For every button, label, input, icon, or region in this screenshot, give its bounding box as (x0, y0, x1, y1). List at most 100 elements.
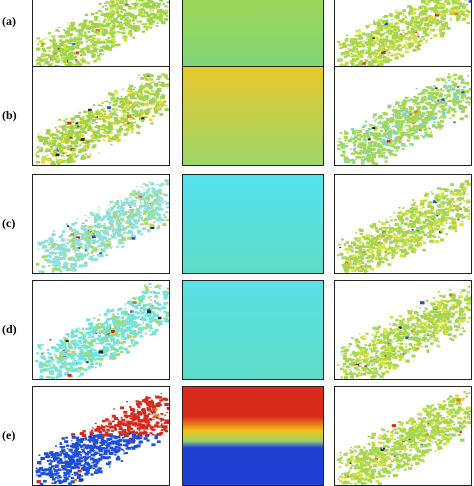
map-pixel-cluster (37, 136, 41, 139)
map-pixel-cluster (383, 125, 385, 127)
interpolated-surface (183, 175, 323, 273)
map-pixel-cluster (378, 256, 380, 257)
map-pixel-cluster (150, 12, 154, 15)
map-pixel-cluster (439, 233, 441, 234)
map-pixel-cluster (358, 150, 360, 151)
map-pixel-cluster (437, 200, 439, 202)
map-pixel-cluster (453, 111, 456, 113)
map-pixel-cluster (350, 53, 352, 55)
map-pixel-cluster (408, 252, 410, 254)
map-pixel-cluster (451, 193, 456, 196)
map-pixel-cluster (91, 252, 94, 254)
map-pixel-cluster (378, 143, 380, 145)
map-pixel-cluster (134, 205, 137, 207)
map-pixel-cluster (50, 160, 52, 161)
map-pixel-cluster (79, 264, 83, 267)
map-pixel-cluster (66, 269, 69, 271)
map-pixel-cluster (39, 139, 43, 142)
map-pixel-cluster (126, 128, 130, 131)
map-pixel-cluster (144, 222, 148, 225)
map-pixel-cluster (101, 105, 103, 106)
map-pixel-cluster (115, 103, 117, 104)
map-pixel-cluster (431, 10, 433, 11)
map-pixel-cluster (450, 19, 452, 20)
map-pixel-cluster (399, 29, 401, 30)
map-pixel-cluster (360, 51, 364, 54)
map-pixel-cluster (459, 4, 462, 6)
map-pixel-cluster (438, 209, 440, 210)
map-pixel-cluster (430, 7, 434, 10)
map-pixel-cluster (134, 87, 136, 88)
map-pixel-cluster (441, 106, 443, 107)
map-pixel-cluster (146, 83, 150, 86)
map-pixel-cluster (365, 121, 368, 123)
map-pixel-cluster (442, 196, 446, 199)
map-pixel-cluster (369, 239, 372, 241)
map-pixel-cluster (416, 37, 418, 38)
map-pixel-cluster (147, 191, 150, 193)
map-pixel-cluster (398, 246, 400, 248)
map-pixel-cluster (371, 59, 373, 60)
map-pixel-cluster (459, 223, 463, 226)
map-pixel-cluster (120, 32, 123, 34)
map-pixel-cluster (131, 131, 133, 132)
map-pixel-cluster (409, 14, 411, 15)
map-pixel-cluster (111, 15, 115, 17)
map-panel-left (32, 174, 170, 274)
map-pixel-cluster (89, 154, 91, 155)
map-pixel-cluster (67, 122, 71, 125)
map-pixel-cluster (445, 233, 448, 235)
map-pixel-cluster (377, 261, 381, 264)
map-pixel-cluster (119, 117, 121, 118)
map-pixel-cluster (345, 145, 348, 147)
map-pixel-cluster (110, 220, 112, 221)
map-pixel-cluster (457, 15, 461, 18)
map-pixel-cluster (431, 209, 434, 211)
map-pixel-cluster (150, 82, 152, 83)
map-pixel-cluster (153, 107, 155, 109)
map-pixel-cluster (377, 126, 379, 127)
map-pixel-cluster (118, 21, 122, 24)
map-pixel-cluster (371, 152, 376, 155)
map-pixel-cluster (406, 26, 409, 28)
map-pixel-cluster (436, 29, 438, 30)
map-pixel-cluster (434, 223, 438, 225)
map-pixel-cluster (440, 88, 442, 90)
map-pixel-cluster (366, 39, 368, 40)
map-pixel-cluster (451, 108, 455, 111)
map-pixel-cluster (372, 148, 375, 150)
map-pixel-cluster (82, 22, 85, 24)
map-pixel-cluster (346, 241, 350, 244)
map-pixel-cluster (135, 26, 140, 29)
map-pixel-cluster (117, 101, 119, 102)
map-pixel-cluster (410, 45, 413, 47)
map-pixel-cluster (121, 219, 123, 221)
map-pixel-cluster (45, 250, 48, 252)
map-pixel-cluster (362, 43, 365, 45)
map-pixel-cluster (352, 54, 356, 56)
map-pixel-cluster (383, 132, 388, 135)
map-pixel-cluster (404, 243, 406, 244)
map-pixel-cluster (101, 11, 103, 12)
map-pixel-cluster (414, 139, 416, 140)
map-pixel-cluster (149, 119, 153, 122)
map-pixel-cluster (94, 225, 96, 227)
map-pixel-cluster (416, 102, 420, 105)
map-pixel-cluster (432, 125, 435, 127)
map-pixel-cluster (83, 223, 85, 224)
map-pixel-cluster (82, 156, 87, 159)
map-pixel-cluster (422, 112, 425, 114)
map-pixel-cluster (382, 20, 385, 22)
map-pixel-cluster (79, 34, 83, 36)
map-pixel-cluster (129, 206, 131, 207)
map-pixel-cluster (117, 113, 118, 114)
map-pixel-cluster (413, 104, 415, 105)
map-pixel-cluster (114, 117, 118, 120)
map-pixel-cluster (162, 3, 165, 5)
map-pixel-cluster (368, 250, 370, 251)
map-pixel-cluster (424, 90, 427, 92)
map-pixel-cluster (416, 228, 418, 230)
map-pixel-cluster (373, 251, 375, 252)
map-pixel-cluster (120, 7, 123, 9)
map-pixel-cluster (140, 212, 142, 213)
